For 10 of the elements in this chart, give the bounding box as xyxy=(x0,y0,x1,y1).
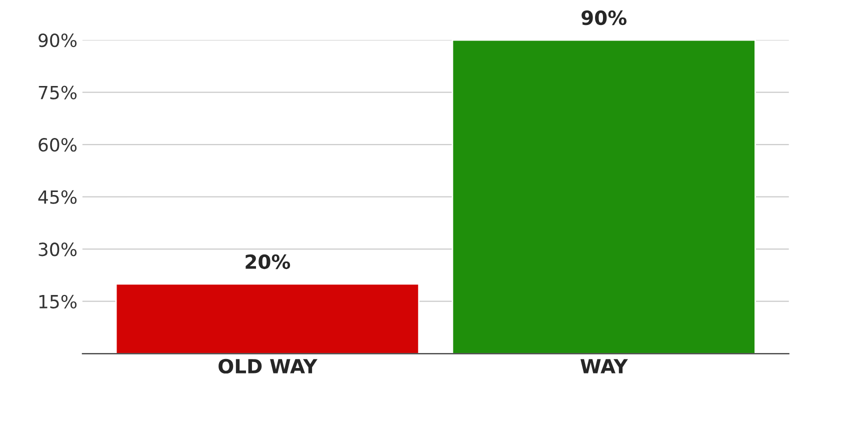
y-tick-label: 45% xyxy=(38,190,77,204)
data-label: 90% xyxy=(582,10,626,26)
x-tick-label: WAY xyxy=(580,359,628,374)
x-tick-label: OLD WAY xyxy=(218,358,318,374)
data-label: 20% xyxy=(246,254,290,270)
y-tick-label: 75% xyxy=(38,86,77,100)
y-tick-label: 90% xyxy=(38,33,77,48)
y-tick-label: 60% xyxy=(38,138,77,152)
y-tick-label: 15% xyxy=(39,294,77,308)
y-tick-label: 30% xyxy=(38,242,77,256)
